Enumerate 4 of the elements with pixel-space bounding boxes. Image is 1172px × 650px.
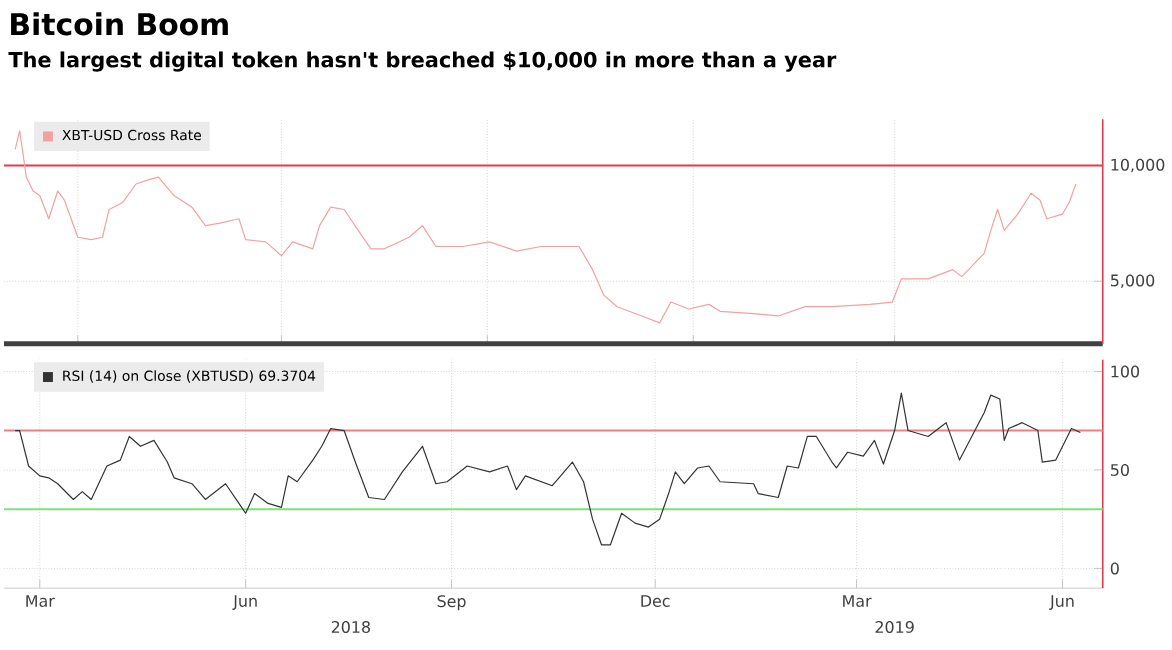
line-series <box>14 392 1081 546</box>
chart-subtitle: The largest digital token hasn't breached $10,000 in more than a year <box>8 51 837 72</box>
line-series <box>14 130 1077 324</box>
chart-title: Bitcoin Boom <box>11 12 228 36</box>
